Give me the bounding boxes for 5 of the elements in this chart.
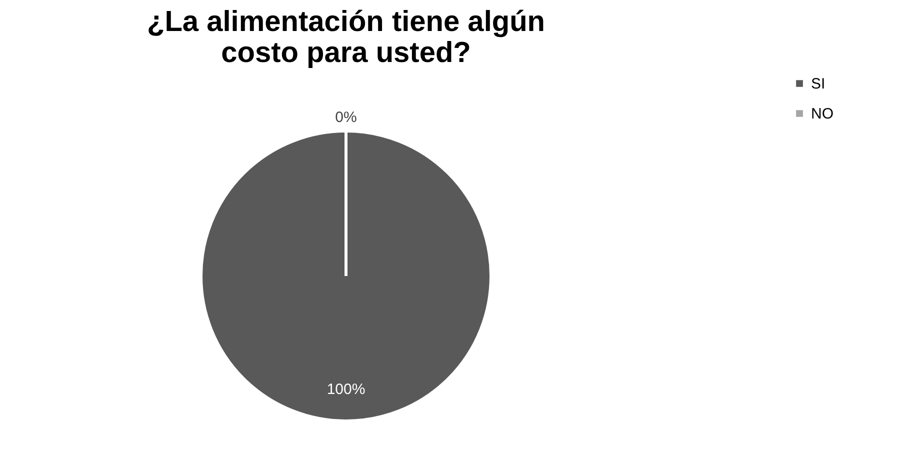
text: 0% [335,109,357,126]
chart-title: ¿La alimentación tiene algún costo para usted? [146,6,546,69]
legend-label: SI [811,76,826,92]
legend-label: NO [811,106,834,122]
data-label: 100% [326,381,366,398]
